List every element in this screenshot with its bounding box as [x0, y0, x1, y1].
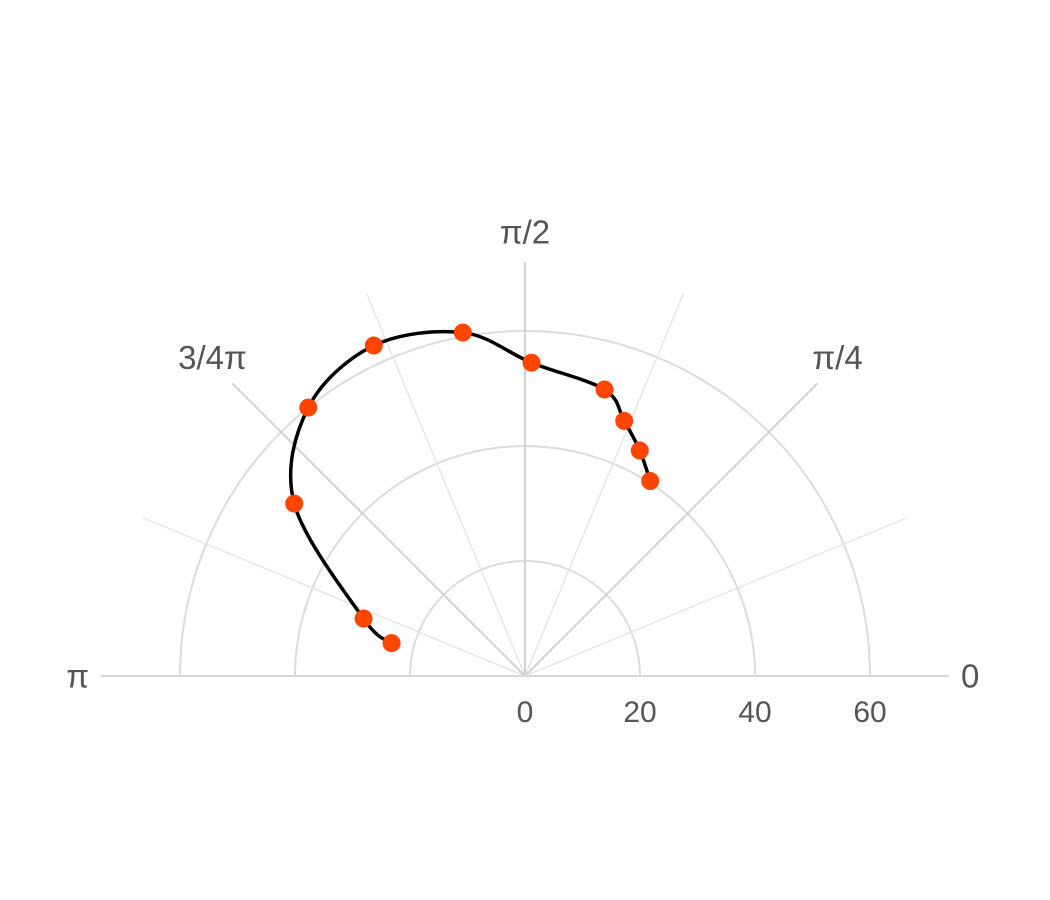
- data-point-10: [382, 634, 401, 653]
- data-point-0: [641, 472, 660, 491]
- data-point-7: [299, 398, 318, 417]
- data-point-5: [453, 323, 472, 342]
- radial-tick-label-60: 60: [853, 696, 886, 729]
- data-point-1: [630, 441, 649, 460]
- minor-spoke-2: [365, 293, 526, 677]
- data-point-4: [522, 353, 541, 372]
- angular-tick-label-1: π/4: [812, 339, 862, 376]
- series-line-0: [288, 329, 652, 645]
- data-point-3: [595, 380, 614, 399]
- data-point-9: [354, 609, 373, 628]
- minor-spoke-0: [524, 516, 908, 677]
- angular-tick-label-4: π: [66, 658, 89, 695]
- angular-axis-1: [524, 382, 819, 677]
- data-point-8: [285, 494, 304, 513]
- angular-tick-label-3: 3/4π: [178, 339, 247, 376]
- angular-axis-3: [231, 382, 526, 677]
- data-point-6: [364, 336, 383, 355]
- radial-tick-label-40: 40: [738, 696, 771, 729]
- data-point-2: [615, 411, 634, 430]
- series-layer: [285, 323, 660, 653]
- label-layer: 0 π/4 π/2 3/4π π 0 20 40 60: [66, 214, 979, 729]
- minor-spoke-3: [142, 516, 526, 677]
- radial-tick-label-0: 0: [517, 696, 534, 729]
- radial-tick-label-20: 20: [623, 696, 656, 729]
- angular-tick-label-2: π/2: [500, 214, 550, 251]
- angular-tick-label-0: 0: [961, 658, 979, 695]
- polar-axes: [101, 261, 949, 677]
- minor-spoke-1: [524, 293, 685, 677]
